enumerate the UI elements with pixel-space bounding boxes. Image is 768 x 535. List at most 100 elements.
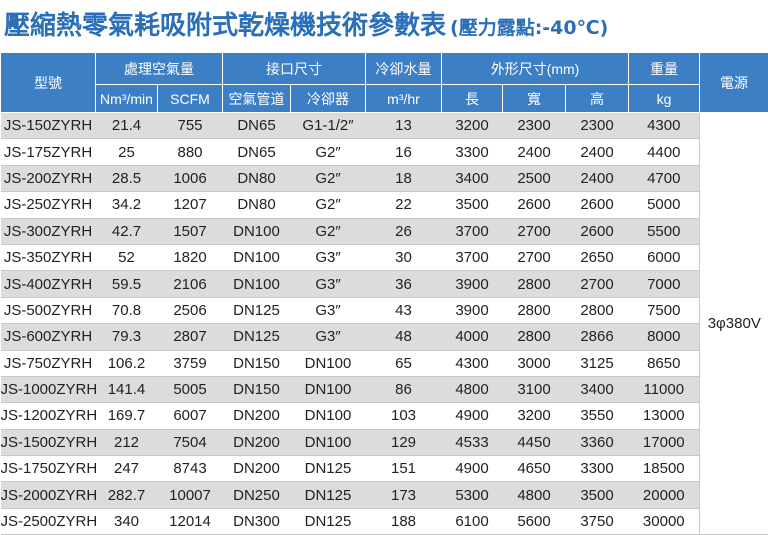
- cell: 3360: [566, 429, 629, 455]
- cell: JS-200ZYRH: [1, 165, 96, 191]
- header-cell: 冷卻水量: [366, 53, 442, 85]
- cell: 21.4: [96, 113, 158, 139]
- cell: 52: [96, 244, 158, 270]
- cell: 2600: [566, 218, 629, 244]
- cell: 5000: [629, 192, 700, 218]
- cell: 17000: [629, 429, 700, 455]
- cell: JS-1750ZYRH: [1, 456, 96, 482]
- cell: 282.7: [96, 482, 158, 508]
- cell: 4650: [503, 456, 566, 482]
- cell: 7500: [629, 297, 700, 323]
- cell: 5005: [158, 376, 223, 402]
- cell: DN250: [223, 482, 291, 508]
- header-cell: 外形尺寸(mm): [442, 53, 629, 85]
- cell: 43: [366, 297, 442, 323]
- cell: 169.7: [96, 403, 158, 429]
- title-bar: 壓縮熱零氣耗吸附式乾燥機技術參數表(壓力露點:-40℃): [4, 6, 608, 46]
- cell: 2866: [566, 324, 629, 350]
- header-cell: 處理空氣量: [96, 53, 223, 85]
- cell: 86: [366, 376, 442, 402]
- cell: JS-1000ZYRH: [1, 376, 96, 402]
- cell: DN65: [223, 139, 291, 165]
- cell: 34.2: [96, 192, 158, 218]
- cell: 3300: [566, 456, 629, 482]
- cell: 1006: [158, 165, 223, 191]
- cell: 70.8: [96, 297, 158, 323]
- header-cell: 空氣管道: [223, 85, 291, 113]
- cell: 18: [366, 165, 442, 191]
- cell: 4000: [442, 324, 503, 350]
- cell: 247: [96, 456, 158, 482]
- cell: 3759: [158, 350, 223, 376]
- cell: DN100: [291, 350, 366, 376]
- cell: JS-350ZYRH: [1, 244, 96, 270]
- cell: 59.5: [96, 271, 158, 297]
- cell: DN80: [223, 165, 291, 191]
- cell: 5300: [442, 482, 503, 508]
- cell: 4300: [442, 350, 503, 376]
- cell: DN125: [291, 456, 366, 482]
- header-cell: 高: [566, 85, 629, 113]
- cell: G2″: [291, 192, 366, 218]
- cell: 173: [366, 482, 442, 508]
- cell: 4450: [503, 429, 566, 455]
- cell: 10007: [158, 482, 223, 508]
- cell: 2400: [503, 139, 566, 165]
- cell: DN65: [223, 113, 291, 139]
- cell: 3900: [442, 271, 503, 297]
- cell: 3400: [566, 376, 629, 402]
- cell: 4800: [442, 376, 503, 402]
- cell: 65: [366, 350, 442, 376]
- cell: 79.3: [96, 324, 158, 350]
- cell: 2800: [503, 324, 566, 350]
- cell: 2300: [503, 113, 566, 139]
- cell: G3″: [291, 271, 366, 297]
- cell: G2″: [291, 139, 366, 165]
- cell: DN200: [223, 429, 291, 455]
- cell: JS-1200ZYRH: [1, 403, 96, 429]
- cell: JS-400ZYRH: [1, 271, 96, 297]
- cell: 2500: [503, 165, 566, 191]
- header-cell: 重量: [629, 53, 700, 85]
- cell: G3″: [291, 297, 366, 323]
- cell: 755: [158, 113, 223, 139]
- cell: 36: [366, 271, 442, 297]
- cell: 2700: [503, 244, 566, 270]
- cell: 6000: [629, 244, 700, 270]
- cell: 3900: [442, 297, 503, 323]
- cell: 1820: [158, 244, 223, 270]
- cell: 3200: [442, 113, 503, 139]
- cell: DN100: [223, 271, 291, 297]
- cell: G3″: [291, 244, 366, 270]
- page: 壓縮熱零氣耗吸附式乾燥機技術參數表(壓力露點:-40℃) 型號處理空氣量接口尺寸…: [0, 0, 768, 522]
- cell: DN100: [291, 403, 366, 429]
- cell: 2400: [566, 139, 629, 165]
- cell: G1-1/2″: [291, 113, 366, 139]
- cell: 151: [366, 456, 442, 482]
- header-row: 型號處理空氣量接口尺寸冷卻水量外形尺寸(mm)重量電源: [1, 53, 768, 85]
- cell: DN125: [223, 297, 291, 323]
- cell: 3000: [503, 350, 566, 376]
- cell: DN100: [223, 218, 291, 244]
- header-cell: Nm³/min: [96, 85, 158, 113]
- cell: 2700: [566, 271, 629, 297]
- cell: DN200: [223, 456, 291, 482]
- cell: DN150: [223, 350, 291, 376]
- cell: 2400: [566, 165, 629, 191]
- power-cell: 3φ380V: [700, 113, 768, 535]
- cell: 2800: [566, 297, 629, 323]
- cell: DN100: [291, 376, 366, 402]
- cell: 880: [158, 139, 223, 165]
